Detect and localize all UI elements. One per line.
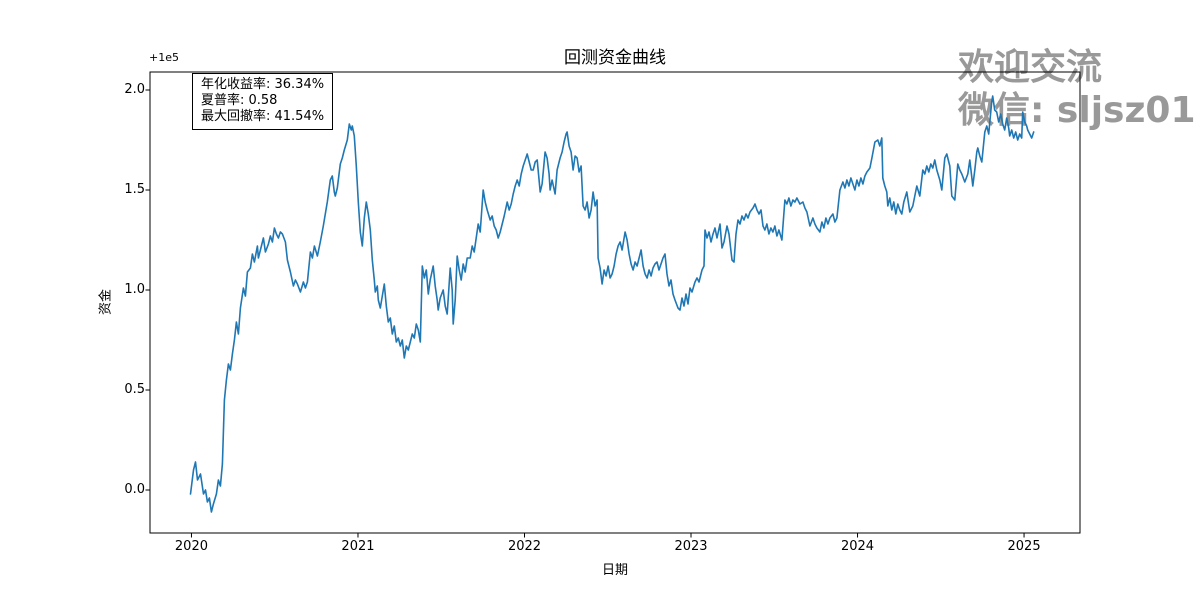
y-axis-offset-text: +1e5 (149, 51, 179, 64)
watermark: 欢迎交流 微信: sljsz01 (958, 46, 1196, 132)
y-tick-label: 0.5 (124, 382, 145, 397)
y-tick-label: 2.0 (124, 82, 145, 97)
chart-title: 回测资金曲线 (564, 48, 666, 68)
y-tick-label: 1.5 (124, 182, 145, 197)
x-tick-label: 2024 (840, 539, 875, 554)
x-tick-label: 2021 (341, 539, 375, 554)
equity-curve-line (189, 95, 1035, 513)
x-tick-label: 2023 (674, 539, 708, 554)
watermark-line1: 欢迎交流 (958, 47, 1103, 88)
axes-frame (149, 71, 1081, 534)
stats-box: 年化收益率: 36.34% 夏普率: 0.58 最大回撤率: 41.54% (192, 73, 334, 130)
stat-annualized-return: 年化收益率: 36.34% (201, 77, 325, 92)
stat-sharpe-ratio: 夏普率: 0.58 (201, 93, 278, 108)
x-tick-label: 2022 (507, 539, 542, 554)
x-tick-label: 2020 (174, 539, 208, 554)
y-tick-label: 1.0 (124, 282, 145, 297)
x-tick-label: 2025 (1007, 539, 1041, 554)
y-tick-label: 0.0 (124, 482, 145, 497)
stat-max-drawdown: 最大回撤率: 41.54% (201, 109, 325, 124)
watermark-line2: 微信: sljsz01 (958, 90, 1196, 131)
x-axis-label: 日期 (601, 563, 629, 578)
